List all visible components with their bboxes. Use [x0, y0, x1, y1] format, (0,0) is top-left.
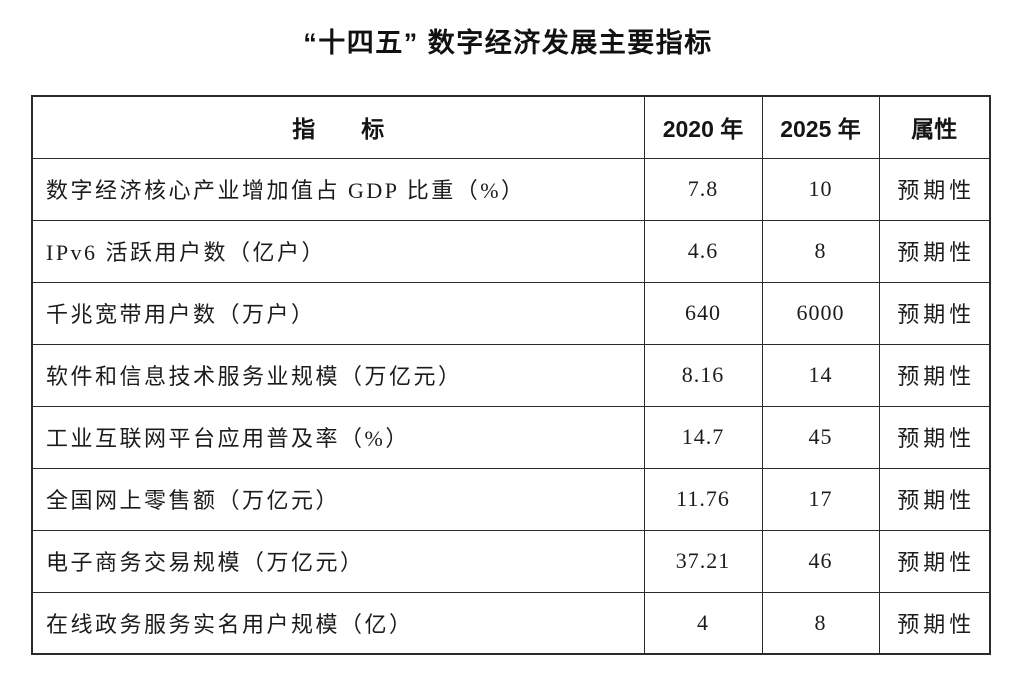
cell-attribute: 预期性	[878, 529, 991, 593]
cell-attribute: 预期性	[878, 157, 991, 221]
cell-2020-value: 640	[643, 281, 763, 345]
cell-attribute: 预期性	[878, 405, 991, 469]
cell-indicator: 工业互联网平台应用普及率（%）	[31, 405, 645, 469]
cell-indicator: 千兆宽带用户数（万户）	[31, 281, 645, 345]
cell-indicator: 全国网上零售额（万亿元）	[31, 467, 645, 531]
cell-2025-value: 8	[761, 219, 880, 283]
cell-2020-value: 4	[643, 591, 763, 655]
cell-2025-value: 14	[761, 343, 880, 407]
cell-indicator: 软件和信息技术服务业规模（万亿元）	[31, 343, 645, 407]
cell-attribute: 预期性	[878, 281, 991, 345]
cell-2025-value: 6000	[761, 281, 880, 345]
indicators-table: 指 标 2020 年 2025 年 属性 数字经济核心产业增加值占 GDP 比重…	[31, 95, 991, 655]
table-row: 在线政务服务实名用户规模（亿） 4 8 预期性	[31, 591, 991, 655]
cell-2025-value: 8	[761, 591, 880, 655]
table-row: 数字经济核心产业增加值占 GDP 比重（%） 7.8 10 预期性	[31, 157, 991, 221]
header-year-2020: 2020 年	[643, 95, 763, 159]
cell-2020-value: 37.21	[643, 529, 763, 593]
cell-2025-value: 46	[761, 529, 880, 593]
header-attribute: 属性	[878, 95, 991, 159]
header-year-2025: 2025 年	[761, 95, 880, 159]
cell-attribute: 预期性	[878, 343, 991, 407]
cell-attribute: 预期性	[878, 467, 991, 531]
table-row: IPv6 活跃用户数（亿户） 4.6 8 预期性	[31, 219, 991, 283]
table-row: 软件和信息技术服务业规模（万亿元） 8.16 14 预期性	[31, 343, 991, 407]
cell-2025-value: 17	[761, 467, 880, 531]
cell-2020-value: 7.8	[643, 157, 763, 221]
table-row: 工业互联网平台应用普及率（%） 14.7 45 预期性	[31, 405, 991, 469]
cell-2020-value: 8.16	[643, 343, 763, 407]
page-title: “十四五” 数字经济发展主要指标	[303, 28, 713, 58]
cell-indicator: 数字经济核心产业增加值占 GDP 比重（%）	[31, 157, 645, 221]
cell-attribute: 预期性	[878, 591, 991, 655]
cell-indicator: IPv6 活跃用户数（亿户）	[31, 219, 645, 283]
cell-indicator: 电子商务交易规模（万亿元）	[31, 529, 645, 593]
cell-2020-value: 14.7	[643, 405, 763, 469]
table-header-row: 指 标 2020 年 2025 年 属性	[31, 95, 991, 159]
table-row: 电子商务交易规模（万亿元） 37.21 46 预期性	[31, 529, 991, 593]
cell-2025-value: 45	[761, 405, 880, 469]
document-page: “十四五” 数字经济发展主要指标 指 标 2020 年 2025 年 属性 数字…	[0, 26, 1016, 674]
cell-2025-value: 10	[761, 157, 880, 221]
table-row: 全国网上零售额（万亿元） 11.76 17 预期性	[31, 467, 991, 531]
header-indicator: 指 标	[31, 95, 645, 159]
cell-2020-value: 4.6	[643, 219, 763, 283]
cell-indicator: 在线政务服务实名用户规模（亿）	[31, 591, 645, 655]
cell-attribute: 预期性	[878, 219, 991, 283]
table-row: 千兆宽带用户数（万户） 640 6000 预期性	[31, 281, 991, 345]
cell-2020-value: 11.76	[643, 467, 763, 531]
